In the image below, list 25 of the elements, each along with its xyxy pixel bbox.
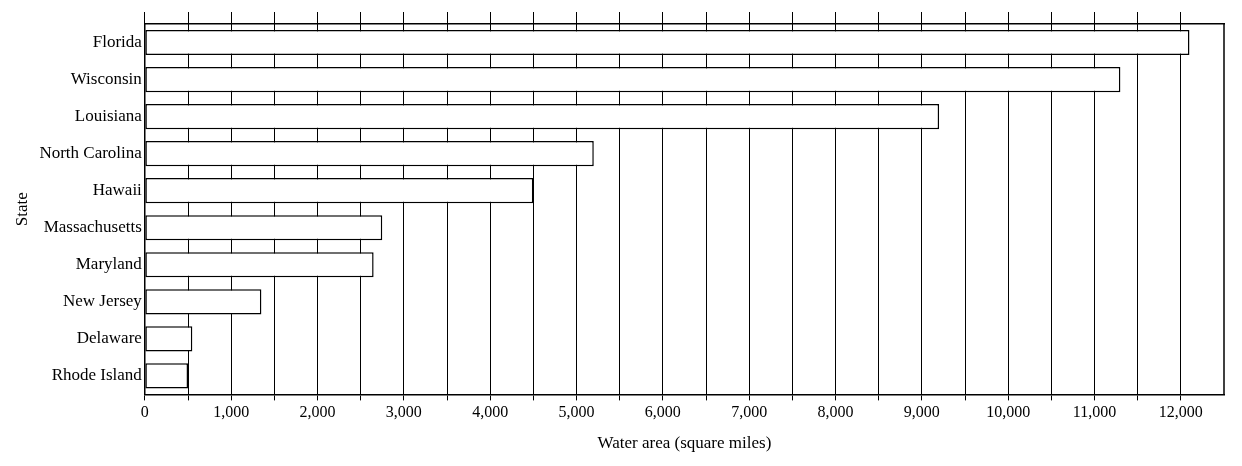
x-tick-label: 1,000 — [213, 403, 250, 421]
y-tick-label: Louisiana — [74, 106, 143, 126]
x-tick-label: 3,000 — [385, 403, 422, 421]
y-tick-label: Rhode Island — [51, 365, 143, 385]
x-axis-title: Water area (square miles) — [597, 433, 772, 453]
y-tick-label: Massachusetts — [43, 217, 142, 237]
y-tick-label: Hawaii — [92, 180, 143, 200]
x-tick-label: 10,000 — [986, 403, 1031, 421]
y-axis-title: State — [11, 192, 31, 227]
y-tick-label: Florida — [92, 31, 143, 51]
x-tick-label: 4,000 — [472, 403, 509, 421]
x-tick-label: 0 — [140, 403, 149, 421]
x-tick-label: 12,000 — [1158, 403, 1203, 421]
x-tick-label: 7,000 — [731, 403, 768, 421]
x-tick-label: 11,000 — [1072, 403, 1117, 421]
x-tick-label: 9,000 — [903, 403, 940, 421]
y-tick-label: Delaware — [76, 328, 142, 348]
x-tick-label: 6,000 — [644, 403, 681, 421]
y-tick-label: North Carolina — [39, 143, 143, 163]
x-tick-label: 2,000 — [299, 403, 336, 421]
x-tick-label: 5,000 — [558, 403, 595, 421]
y-tick-label: Maryland — [75, 254, 143, 274]
y-tick-label: Wisconsin — [70, 69, 143, 89]
x-tick-label: 8,000 — [817, 403, 854, 421]
y-tick-label: New Jersey — [63, 291, 143, 311]
